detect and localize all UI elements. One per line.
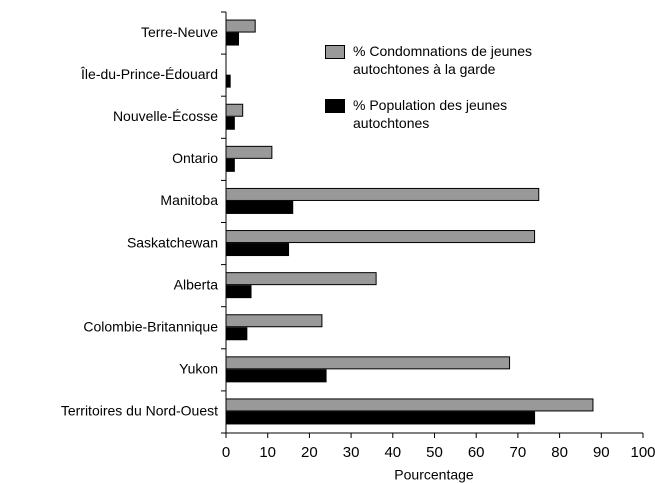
bar	[225, 187, 540, 201]
x-tick-label: 90	[593, 444, 610, 461]
y-tick-label: Yukon	[179, 361, 218, 377]
y-tick-label: Île-du-Prince-Édouard	[80, 66, 218, 82]
bar	[225, 327, 248, 341]
x-axis-label: Pourcentage	[394, 467, 474, 483]
legend-swatch	[325, 45, 345, 59]
y-tick-label: Colombie-Britannique	[83, 318, 218, 334]
legend-swatch	[325, 99, 345, 113]
bar	[225, 145, 273, 159]
x-tick-label: 80	[551, 444, 568, 461]
bar	[225, 369, 327, 383]
legend-item: % Population des jeunes autochtones	[325, 96, 565, 132]
bar	[225, 272, 377, 286]
y-tick-label: Nouvelle-Écosse	[113, 108, 218, 124]
x-tick-label: 100	[630, 444, 655, 461]
bar	[225, 230, 536, 244]
y-tick-label: Manitoba	[160, 192, 218, 208]
bar	[225, 19, 256, 33]
bar	[225, 74, 231, 88]
bar	[225, 314, 323, 328]
bar	[225, 116, 235, 130]
bar	[225, 158, 235, 172]
bar	[225, 285, 252, 299]
x-tick-label: 40	[384, 444, 401, 461]
bar	[225, 200, 294, 214]
x-tick-label: 0	[222, 444, 230, 461]
bar	[225, 411, 536, 425]
x-tick-label: 30	[343, 444, 360, 461]
legend-label: % Condomnations de jeunes autochtones à …	[353, 43, 533, 77]
bar	[225, 356, 511, 370]
y-tick-label: Terre-Neuve	[141, 24, 218, 40]
x-tick-label: 20	[301, 444, 318, 461]
bar	[225, 103, 244, 117]
y-tick-label: Alberta	[174, 276, 219, 292]
x-tick-label: 70	[510, 444, 527, 461]
legend-label: % Population des jeunes autochtones	[353, 97, 508, 131]
legend-item: % Condomnations de jeunes autochtones à …	[325, 42, 565, 78]
y-tick-label: Ontario	[172, 150, 218, 166]
bar	[225, 32, 240, 46]
x-tick-label: 60	[468, 444, 485, 461]
bar	[225, 243, 290, 257]
y-tick-label: Saskatchewan	[127, 234, 218, 250]
x-tick-label: 10	[259, 444, 276, 461]
x-tick-label: 50	[426, 444, 443, 461]
y-tick-label: Territoires du Nord-Ouest	[61, 403, 218, 419]
bar	[225, 398, 594, 412]
